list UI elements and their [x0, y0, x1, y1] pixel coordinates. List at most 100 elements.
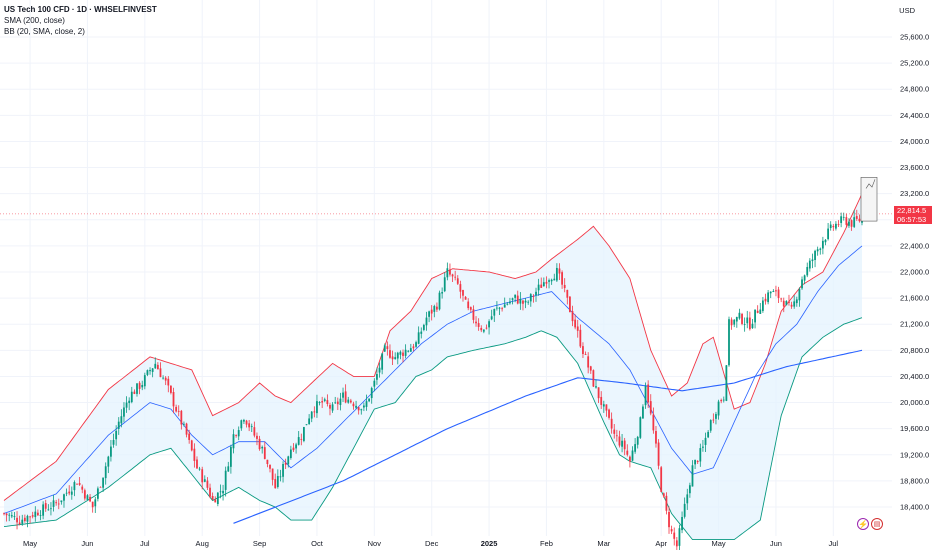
candle	[793, 295, 796, 309]
candle	[509, 297, 511, 305]
y-tick-label[interactable]: 22,000.0	[900, 268, 929, 277]
candle	[362, 402, 365, 412]
projection-box[interactable]	[860, 177, 878, 222]
x-tick-label[interactable]: Sep	[253, 539, 266, 548]
x-tick-label[interactable]: May	[711, 539, 725, 548]
y-tick-label[interactable]: 19,600.0	[900, 424, 929, 433]
candle	[816, 246, 819, 256]
candle	[850, 219, 853, 231]
legend-bb[interactable]: BB (20, SMA, close, 2)	[4, 27, 85, 36]
candle	[417, 326, 420, 345]
candle	[782, 297, 785, 313]
candle	[529, 293, 532, 307]
y-tick-label[interactable]: 20,800.0	[900, 346, 929, 355]
candle	[420, 327, 423, 339]
candle	[516, 290, 519, 305]
legend-title[interactable]: US Tech 100 CFD · 1D · WHSELFINVEST	[4, 5, 157, 14]
candle	[761, 296, 764, 313]
candle	[73, 480, 76, 497]
x-tick-label[interactable]: Jun	[770, 539, 782, 548]
candle	[722, 396, 725, 403]
y-tick-label[interactable]: 23,200.0	[900, 189, 929, 198]
candle	[728, 316, 730, 367]
candle	[37, 509, 39, 516]
y-tick-label[interactable]: 18,800.0	[900, 476, 929, 485]
x-tick-label[interactable]: May	[23, 539, 37, 548]
y-tick-label[interactable]: 21,200.0	[900, 320, 929, 329]
candle	[730, 317, 733, 330]
x-tick-label[interactable]: Nov	[368, 539, 382, 548]
candle	[555, 263, 558, 282]
y-tick-label[interactable]: 20,000.0	[900, 398, 929, 407]
candle	[42, 501, 45, 520]
candle	[652, 407, 655, 434]
candle	[52, 494, 55, 512]
candle	[660, 465, 663, 493]
x-tick-label[interactable]: Feb	[540, 539, 553, 548]
candle	[699, 443, 702, 467]
candle	[741, 312, 743, 326]
candle	[550, 278, 553, 285]
y-tick-label[interactable]: 19,200.0	[900, 450, 929, 459]
y-tick-label[interactable]: 24,400.0	[900, 111, 929, 120]
candle	[13, 512, 16, 520]
y-tick-label[interactable]: 25,200.0	[900, 59, 929, 68]
candle	[376, 367, 378, 385]
candle	[57, 498, 60, 510]
x-tick-label[interactable]: Dec	[425, 539, 439, 548]
candle	[480, 325, 483, 333]
candle	[803, 274, 806, 285]
x-tick-label[interactable]: Jul	[140, 539, 150, 548]
candle	[188, 429, 191, 444]
candle	[670, 525, 673, 535]
lightning-icon[interactable]: ⚡	[857, 518, 869, 530]
y-tick-label[interactable]: 18,400.0	[900, 503, 929, 512]
candle	[462, 289, 464, 302]
candle	[305, 424, 308, 426]
candle	[451, 273, 454, 282]
bb-basis-line	[3, 245, 863, 514]
candle	[613, 424, 616, 439]
us-flag-icon[interactable]: ▤	[871, 518, 883, 530]
candle	[94, 496, 97, 513]
candle	[790, 301, 793, 309]
candle	[665, 492, 668, 515]
legend-sma[interactable]: SMA (200, close)	[4, 16, 65, 25]
y-tick-label[interactable]: 20,400.0	[900, 372, 929, 381]
candle	[756, 305, 759, 314]
candle	[827, 222, 829, 241]
y-axis-unit[interactable]: USD	[899, 6, 915, 15]
candle	[597, 387, 600, 404]
candle	[788, 294, 790, 306]
x-tick-label[interactable]: Mar	[597, 539, 610, 548]
candle	[579, 324, 582, 349]
x-tick-label[interactable]: Aug	[196, 539, 209, 548]
candle	[172, 387, 175, 414]
y-tick-label[interactable]: 24,800.0	[900, 85, 929, 94]
candle	[837, 220, 840, 228]
y-tick-label[interactable]: 21,600.0	[900, 294, 929, 303]
candle	[754, 309, 756, 329]
candle	[642, 404, 644, 419]
y-tick-label[interactable]: 23,600.0	[900, 163, 929, 172]
candle	[582, 342, 584, 358]
x-tick-label[interactable]: Jun	[81, 539, 93, 548]
y-tick-label[interactable]: 25,600.0	[900, 33, 929, 42]
x-tick-label[interactable]: Jul	[829, 539, 839, 548]
candle	[138, 381, 141, 395]
x-tick-label[interactable]: Oct	[311, 539, 324, 548]
candle	[662, 492, 665, 498]
candle	[83, 488, 86, 501]
candle	[123, 402, 125, 423]
x-tick-label[interactable]: 2025	[481, 539, 498, 548]
candle	[89, 493, 91, 503]
candle	[8, 512, 11, 522]
candle	[430, 305, 433, 321]
x-tick-label[interactable]: Apr	[655, 539, 667, 548]
y-tick-label[interactable]: 24,000.0	[900, 137, 929, 146]
y-tick-label[interactable]: 22,400.0	[900, 241, 929, 250]
candle	[503, 297, 506, 308]
candle	[485, 324, 488, 330]
candle	[623, 437, 626, 456]
